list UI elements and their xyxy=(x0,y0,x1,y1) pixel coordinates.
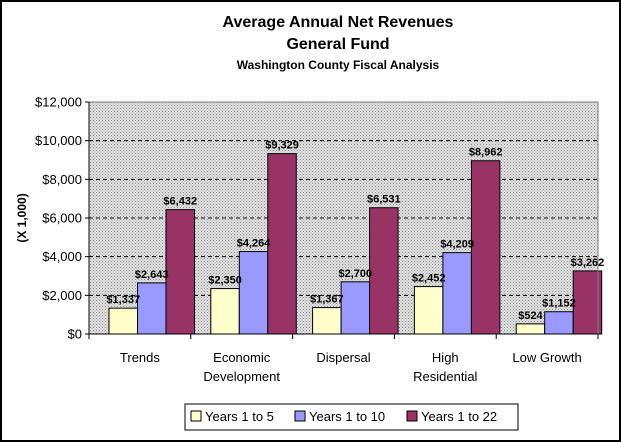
data-label: $3,262 xyxy=(571,257,605,269)
y-tick-label: $2,000 xyxy=(42,288,82,303)
data-label: $2,350 xyxy=(208,275,242,287)
category-label: Economic xyxy=(213,350,271,365)
data-label: $1,337 xyxy=(106,294,140,306)
y-tick-label: $4,000 xyxy=(42,249,82,264)
category-labels: Trends Economic Development Dispersal High Re… xyxy=(120,350,582,384)
data-label: $1,367 xyxy=(310,294,344,306)
y-tick-label: $8,000 xyxy=(42,172,82,187)
y-tick-label: $0 xyxy=(68,327,82,342)
bar xyxy=(515,323,546,335)
axes xyxy=(88,101,599,339)
legend-label: Years 1 to 22 xyxy=(421,409,497,424)
data-label: $2,452 xyxy=(412,273,446,285)
category-label: Dispersal xyxy=(316,350,370,365)
y-axis-ticks: $0 $2,000 $4,000 $6,000 $8,000 $10,000 $12,000 xyxy=(35,95,89,342)
data-label: $8,962 xyxy=(469,147,503,159)
bar xyxy=(137,282,167,335)
data-label: $4,264 xyxy=(237,238,272,250)
bar xyxy=(210,288,240,335)
data-label: $9,329 xyxy=(265,140,299,152)
category-label: Trends xyxy=(120,350,160,365)
legend: Years 1 to 5 Years 1 to 10 Years 1 to 22 xyxy=(184,403,519,431)
legend-label: Years 1 to 10 xyxy=(309,409,385,424)
y-axis-label: (X 1,000) xyxy=(15,193,29,242)
category-label: Development xyxy=(203,369,280,384)
bar xyxy=(108,307,138,335)
legend-box xyxy=(184,403,519,431)
bar xyxy=(544,311,574,335)
bar xyxy=(312,307,342,335)
y-tick-label: $10,000 xyxy=(35,133,82,148)
category-label: Residential xyxy=(413,369,477,384)
bars xyxy=(108,153,603,335)
legend-swatch xyxy=(190,410,202,422)
category-label: High xyxy=(432,350,459,365)
chart-subtitle-2: Washington County Fiscal Analysis xyxy=(237,58,440,72)
data-label: $6,531 xyxy=(367,194,401,206)
chart-subtitle-1: General Fund xyxy=(286,36,389,53)
bar xyxy=(267,153,297,335)
bar xyxy=(470,160,501,335)
legend-swatch xyxy=(294,410,306,422)
category-label: Low Growth xyxy=(512,350,581,365)
legend-swatch xyxy=(406,410,418,422)
bar xyxy=(369,207,399,335)
data-label: $4,209 xyxy=(440,239,474,251)
legend-label: Years 1 to 5 xyxy=(205,409,274,424)
bar xyxy=(340,281,371,335)
y-tick-label: $6,000 xyxy=(42,211,82,226)
data-label: $524 xyxy=(518,310,543,322)
y-tick-label: $12,000 xyxy=(35,95,82,110)
data-label: $6,432 xyxy=(163,196,197,208)
data-label: $2,643 xyxy=(135,269,169,281)
bar xyxy=(238,251,269,335)
bar xyxy=(413,286,444,335)
data-label: $2,700 xyxy=(339,268,373,280)
chart-title: Average Annual Net Revenues xyxy=(223,14,454,31)
bar xyxy=(442,252,472,335)
data-label: $1,152 xyxy=(542,298,576,310)
bar xyxy=(165,209,195,335)
data-labels: $1,337 $2,350 $1,367 $2,452 $524 $2,643 $4,264… xyxy=(106,140,604,322)
bar xyxy=(572,270,603,335)
